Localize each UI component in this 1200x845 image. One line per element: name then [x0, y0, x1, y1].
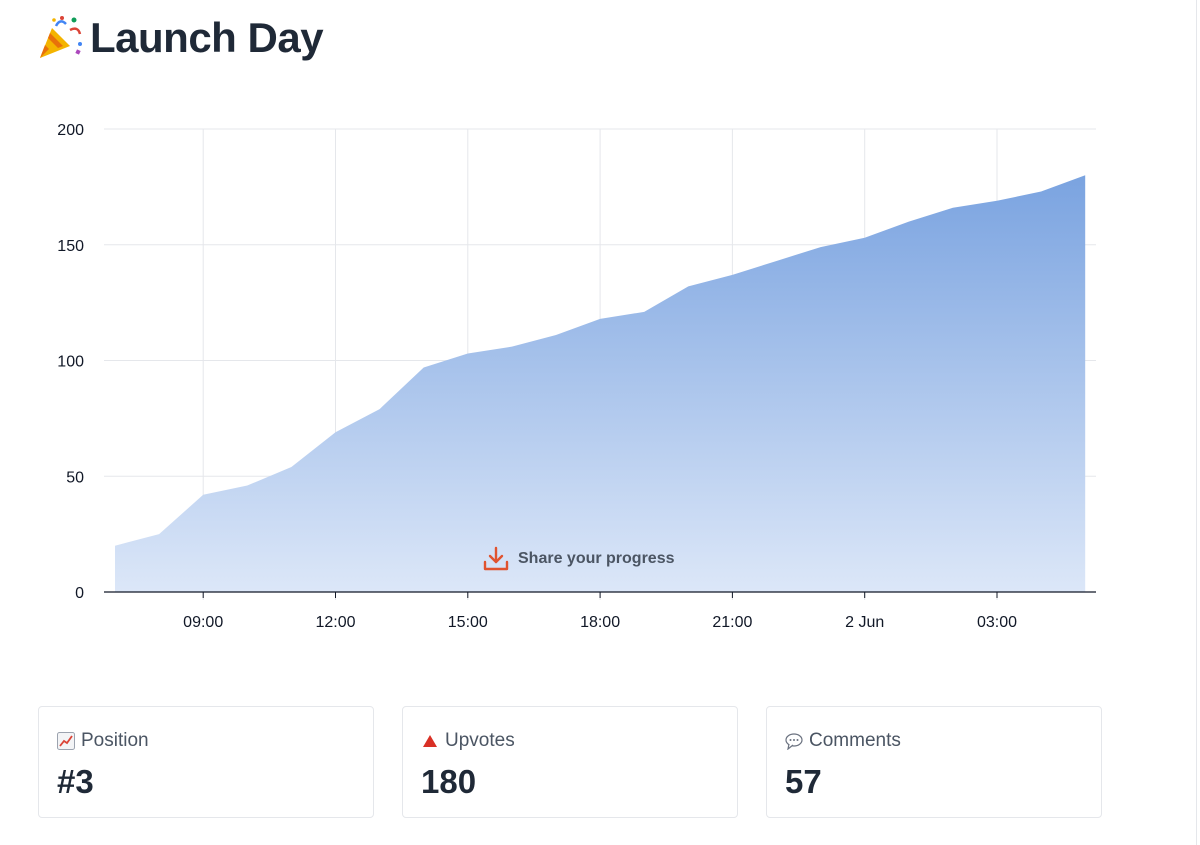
y-tick-label: 100	[57, 354, 84, 371]
y-axis: 0 50 100 150 200	[57, 122, 84, 602]
y-tick-label: 200	[57, 122, 84, 139]
upvotes-card: Upvotes 180	[402, 706, 738, 818]
upvotes-chart: 0 50 100 150 200 09:00 12:00 15:00 18:00 21:00 2 …	[57, 122, 1096, 631]
x-tick-label: 2 Jun	[845, 614, 884, 631]
x-tick-label: 12:00	[315, 614, 355, 631]
red-triangle-icon	[423, 735, 437, 747]
share-progress-button[interactable]: Share your progress	[482, 545, 675, 573]
page-title: Launch Day	[90, 14, 324, 61]
share-progress-label: Share your progress	[518, 550, 675, 567]
x-tick-label: 03:00	[977, 614, 1017, 631]
x-tick-label: 15:00	[448, 614, 488, 631]
y-tick-label: 0	[75, 585, 84, 602]
series-area	[115, 175, 1086, 593]
speech-bubble-icon	[785, 733, 803, 750]
upvotes-label: Upvotes	[445, 730, 515, 751]
y-tick-label: 50	[66, 469, 84, 486]
position-card: Position #3	[38, 706, 374, 818]
x-tick-label: 18:00	[580, 614, 620, 631]
header: Launch Day	[36, 10, 324, 66]
stats-row: Position #3 Upvotes 180	[38, 706, 1102, 818]
comments-card: Comments 57	[766, 706, 1102, 818]
right-divider	[1196, 0, 1197, 845]
comments-value: 57	[785, 763, 822, 800]
chart-increasing-icon	[57, 732, 75, 750]
comments-label: Comments	[809, 730, 901, 751]
y-tick-label: 150	[57, 238, 84, 255]
x-axis: 09:00 12:00 15:00 18:00 21:00 2 Jun 03:00	[183, 592, 1017, 631]
party-popper-icon	[40, 16, 82, 58]
x-tick-label: 09:00	[183, 614, 223, 631]
x-tick-label: 21:00	[712, 614, 752, 631]
download-icon	[483, 546, 509, 571]
upvotes-value: 180	[421, 763, 477, 800]
position-label: Position	[81, 730, 149, 751]
position-value: #3	[57, 763, 94, 800]
